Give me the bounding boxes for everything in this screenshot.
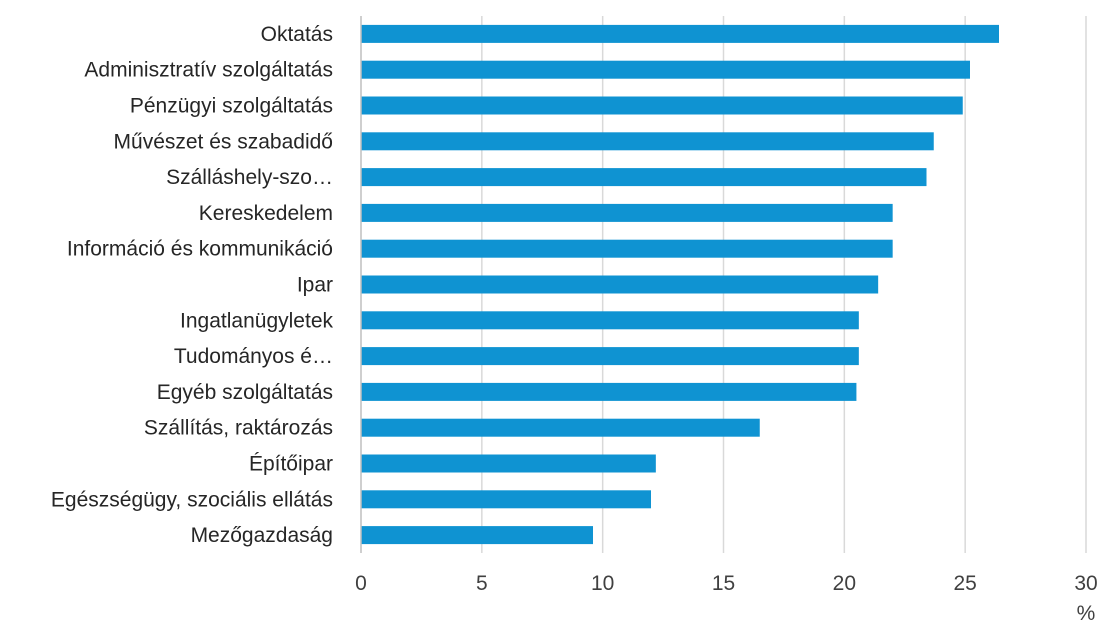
category-label: Információ és kommunikáció: [67, 238, 333, 261]
category-label: Mezőgazdaság: [191, 524, 333, 547]
x-tick-label: 10: [591, 572, 614, 595]
bar: [361, 96, 963, 115]
category-label: Ipar: [297, 274, 333, 297]
category-label: Építőipar: [249, 453, 333, 476]
category-label: Kereskedelem: [199, 202, 333, 225]
bar: [361, 203, 893, 222]
x-tick-label: 5: [476, 572, 488, 595]
x-tick-label: 20: [833, 572, 856, 595]
category-label: Szállítás, raktározás: [144, 417, 333, 440]
bar: [361, 454, 656, 473]
bar: [361, 239, 893, 258]
category-label: Egyéb szolgáltatás: [157, 381, 333, 404]
category-label: Szálláshely-szo…: [166, 166, 333, 189]
x-tick-label: 15: [712, 572, 735, 595]
bar: [361, 347, 859, 366]
category-label: Oktatás: [261, 23, 333, 46]
bar: [361, 311, 859, 330]
bar: [361, 382, 857, 401]
category-labels: Oktatás Adminisztratív szolgáltatás Pénzüg…: [51, 23, 334, 547]
category-label: Tudományos é…: [174, 345, 333, 368]
bar: [361, 275, 879, 294]
bar: [361, 526, 593, 545]
x-tick-label: 30: [1074, 572, 1097, 595]
x-tick-label: 25: [953, 572, 976, 595]
category-label: Ingatlanügyletek: [180, 309, 333, 332]
category-label: Adminisztratív szolgáltatás: [84, 59, 333, 82]
category-label: Pénzügyi szolgáltatás: [130, 95, 333, 118]
x-tick-label: 0: [355, 572, 367, 595]
bar: [361, 60, 970, 79]
x-axis-unit-label: %: [1077, 602, 1096, 625]
bars: [361, 24, 999, 545]
x-axis-tick-labels: 0 5 10 15 20 25 30: [355, 572, 1098, 595]
category-label: Egészségügy, szociális ellátás: [51, 488, 333, 511]
bar: [361, 490, 651, 509]
bar: [361, 132, 934, 151]
category-label: Művészet és szabadidő: [114, 130, 333, 153]
bar: [361, 168, 927, 187]
bar: [361, 24, 999, 43]
bar: [361, 418, 760, 437]
